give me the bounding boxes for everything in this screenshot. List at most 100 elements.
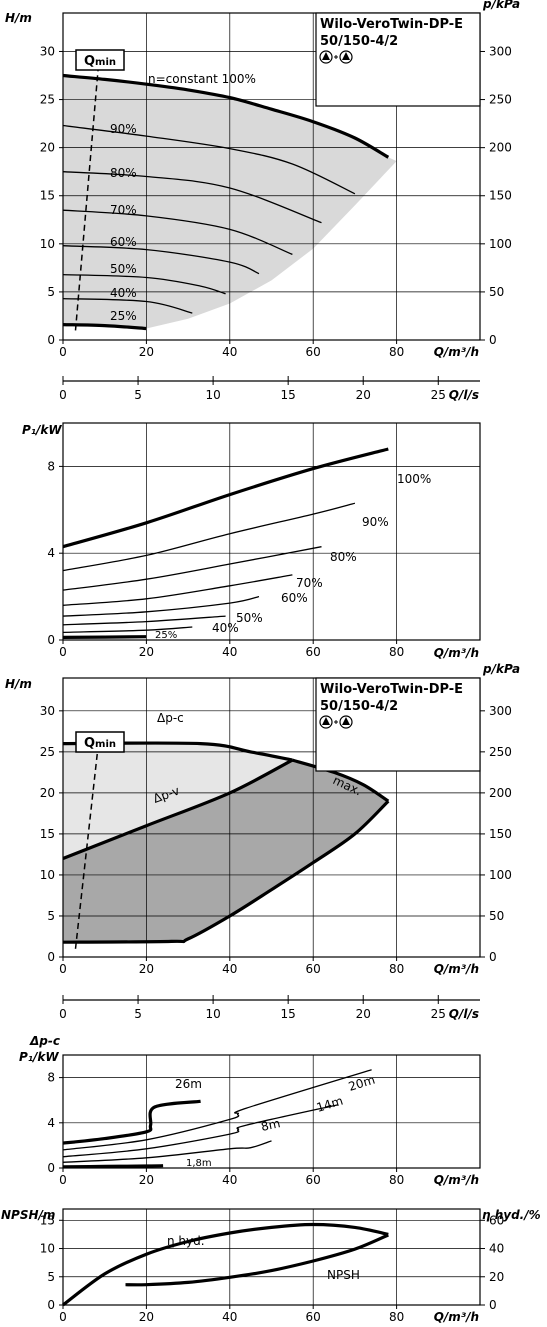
x-tick-label: 0 xyxy=(59,1310,67,1324)
x-axis-label: Q/m³/h xyxy=(434,345,479,359)
light-area xyxy=(63,743,293,859)
series-label: 100% xyxy=(397,472,431,486)
series-line xyxy=(62,1140,272,1163)
y-tick-label: 4 xyxy=(47,1116,55,1130)
x2-tick-label: 5 xyxy=(134,1007,142,1021)
y-tick-label: 0 xyxy=(47,1161,55,1175)
x-tick-label: 0 xyxy=(59,1173,67,1187)
y-tick-label: 0 xyxy=(47,1298,55,1312)
series-line xyxy=(62,297,193,314)
title-line-2: 50/150-4/2 xyxy=(320,699,398,714)
series-label: 60% xyxy=(110,235,137,249)
x-tick-label: 80 xyxy=(389,645,404,659)
y-tick-label: 20 xyxy=(40,141,55,155)
dark-area xyxy=(63,760,389,943)
x2-axis-label: Q/l/s xyxy=(449,388,479,402)
y2-tick-label: 100 xyxy=(489,237,512,251)
series-line xyxy=(62,1104,339,1158)
series-line xyxy=(62,245,260,275)
y-axis-label-1: Δp-c xyxy=(29,1034,60,1048)
x-tick-label: 80 xyxy=(389,1173,404,1187)
y2-tick-label: 250 xyxy=(489,93,512,107)
x2-axis-label: Q/l/s xyxy=(449,1007,479,1021)
series-line xyxy=(62,635,147,639)
series-line xyxy=(62,574,293,606)
x-tick-label: 20 xyxy=(139,345,154,359)
series-line xyxy=(62,615,226,626)
title-box xyxy=(315,12,481,107)
series-label: 70% xyxy=(296,576,323,590)
plot-frame xyxy=(62,1208,481,1306)
y-tick-label: 10 xyxy=(40,1242,55,1256)
series-line xyxy=(62,799,390,944)
pump-triangle-icon xyxy=(322,52,330,60)
y-tick-label: 0 xyxy=(47,633,55,647)
qmin-line xyxy=(74,65,100,331)
x2-tick-label: 15 xyxy=(281,1007,296,1021)
qmin-box xyxy=(75,731,125,753)
series-line xyxy=(62,626,193,634)
y2-tick-label: 0 xyxy=(489,333,497,347)
series-label: 80% xyxy=(330,550,357,564)
x-tick-label: 80 xyxy=(389,1310,404,1324)
plot-frame xyxy=(62,12,481,341)
x-axis-label: Q/m³/h xyxy=(434,646,479,660)
x2-tick-label: 25 xyxy=(431,1007,446,1021)
title-line-2: 50/150-4/2 xyxy=(320,34,398,49)
y2-axis-label: η hyd./% xyxy=(482,1208,541,1222)
x2-tick-label: 10 xyxy=(205,388,220,402)
series-line xyxy=(62,447,389,549)
x2-tick-label: 20 xyxy=(356,388,371,402)
qmin-label: Qmin xyxy=(84,736,116,751)
x2-tick-label: 25 xyxy=(431,388,446,402)
y-tick-label: 10 xyxy=(40,237,55,251)
pump-triangle-icon xyxy=(342,52,350,60)
series-line xyxy=(62,1099,201,1145)
npsh-label: NPSH xyxy=(327,1268,360,1282)
series-line xyxy=(62,502,356,572)
flow-ls-axis: 0 5 10 15 20 25 Q/l/s xyxy=(59,995,480,1021)
series-label: 50% xyxy=(236,611,263,625)
y-tick-label: 30 xyxy=(40,44,55,58)
plot-frame xyxy=(62,1054,481,1169)
y2-tick-label: 100 xyxy=(489,868,512,882)
y2-tick-label: 0 xyxy=(489,950,497,964)
npsh-line xyxy=(125,1233,389,1287)
x-tick-label: 60 xyxy=(306,345,321,359)
series-line xyxy=(291,758,390,803)
y2-tick-label: 300 xyxy=(489,704,512,718)
x-tick-label: 20 xyxy=(139,645,154,659)
pump-triangle-icon xyxy=(342,717,350,725)
y-tick-label: 5 xyxy=(47,1270,55,1284)
y-tick-label: 8 xyxy=(47,459,55,473)
y2-axis-label: p/kPa xyxy=(482,0,520,11)
y2-tick-label: 40 xyxy=(489,1242,504,1256)
qmin-line xyxy=(74,743,100,949)
y-axis-label: P₁/kW xyxy=(22,423,62,437)
series-label: 14m xyxy=(315,1094,345,1115)
series-label: 26m xyxy=(175,1077,202,1091)
x-tick-label: 60 xyxy=(306,645,321,659)
flow-ls-axis: 0 5 10 15 20 25 Q/l/s xyxy=(59,376,480,402)
y-tick-label: 20 xyxy=(40,786,55,800)
pump-triangle-icon xyxy=(322,717,330,725)
x2-tick-label: 0 xyxy=(59,1007,67,1021)
y-tick-label: 10 xyxy=(40,868,55,882)
title-line-1: Wilo-VeroTwin-DP-E xyxy=(320,17,463,32)
y-tick-label: 25 xyxy=(40,745,55,759)
power-chart-1: 0 20 40 60 80 0 4 8 100% 90% 80% 70%60% 50%40% 25% P₁/… xyxy=(22,422,481,660)
series-label: 70% xyxy=(110,203,137,217)
x-tick-label: 40 xyxy=(222,345,237,359)
x2-tick-label: 15 xyxy=(281,388,296,402)
series-label: 25% xyxy=(155,630,177,641)
x2-tick-label: 5 xyxy=(134,388,142,402)
y-tick-label: 0 xyxy=(47,333,55,347)
x2-tick-label: 10 xyxy=(205,1007,220,1021)
x-tick-label: 60 xyxy=(306,962,321,976)
series-label: 50% xyxy=(110,262,137,276)
qmin-label: Qmin xyxy=(84,54,116,69)
y2-tick-label: 0 xyxy=(489,1298,497,1312)
x2-tick-label: 0 xyxy=(59,388,67,402)
